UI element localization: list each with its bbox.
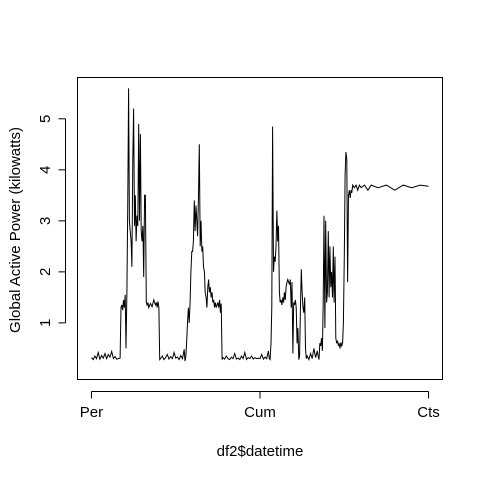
plot-frame <box>77 77 443 380</box>
x-tick-label: Cum <box>244 404 276 421</box>
y-axis-label: Global Active Power (kilowatts) <box>7 127 24 333</box>
y-tick-label: 2 <box>37 268 54 276</box>
x-axis-label: df2$datetime <box>217 443 304 460</box>
y-tick-label: 4 <box>37 166 54 174</box>
y-tick-label: 5 <box>37 115 54 123</box>
x-axis: Per Cum Cts <box>80 391 440 421</box>
y-tick-label: 1 <box>37 319 54 327</box>
x-tick-label: Per <box>80 404 103 421</box>
x-tick-label: Cts <box>417 404 440 421</box>
y-axis: 1 2 3 4 5 <box>37 115 66 327</box>
series-line <box>91 88 429 362</box>
y-tick-label: 3 <box>37 217 54 225</box>
